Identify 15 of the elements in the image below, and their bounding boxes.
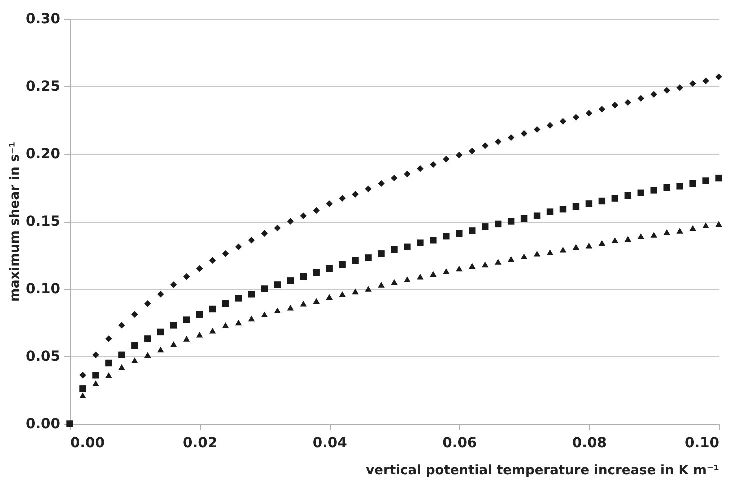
x-tick-label: 0.04 bbox=[312, 436, 348, 452]
x-tick-label: 0.06 bbox=[442, 436, 478, 452]
y-tick-label: 0.20 bbox=[26, 146, 61, 162]
x-tick-label: 0.00 bbox=[70, 436, 106, 452]
x-tick-label: 0.08 bbox=[572, 436, 607, 452]
x-tick-label: 0.10 bbox=[684, 436, 720, 452]
y-tick-label: 0.00 bbox=[26, 416, 61, 432]
x-axis-title: vertical potential temperature increase in K m⁻¹ bbox=[366, 464, 720, 478]
y-tick-label: 0.05 bbox=[26, 349, 60, 365]
y-tick-label: 0.15 bbox=[26, 214, 60, 230]
y-tick-label: 0.25 bbox=[26, 79, 60, 95]
y-tick-label: 0.10 bbox=[26, 282, 61, 298]
y-axis-title: maximum shear in s⁻¹ bbox=[8, 142, 23, 302]
x-tick-label: 0.02 bbox=[183, 436, 218, 452]
y-tick-label: 0.30 bbox=[26, 12, 61, 28]
